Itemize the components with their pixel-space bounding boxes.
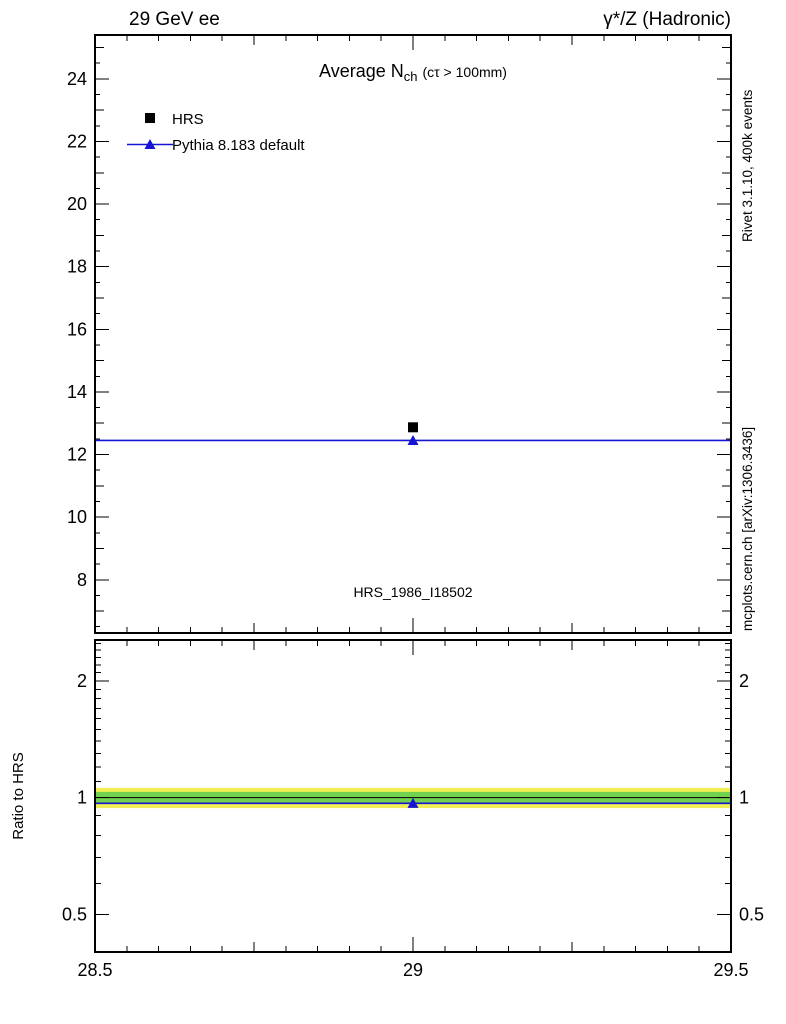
legend-pythia-marker (144, 139, 156, 149)
main-ytick-label: 14 (67, 382, 87, 402)
credit-rivet: Rivet 3.1.10, 400k events (740, 89, 755, 242)
credit-mcplots: mcplots.cern.ch [arXiv:1306.3436] (740, 427, 755, 631)
plot-title: Average Nch (cτ > 100mm) (319, 61, 507, 84)
xtick-label: 29.5 (713, 960, 748, 980)
header-left: 29 GeV ee (129, 9, 220, 30)
plot-title-prefix: Average N (319, 61, 404, 81)
watermark: HRS_1986_I18502 (353, 584, 472, 600)
ratio-ytick-label-left: 1 (77, 788, 87, 808)
xtick-label: 29 (403, 960, 423, 980)
ratio-ytick-label-left: 2 (77, 671, 87, 691)
hrs-data-marker (408, 422, 418, 433)
ratio-ytick-label-right: 1 (739, 788, 749, 808)
legend-hrs-marker (145, 113, 155, 123)
main-ytick-label: 10 (67, 507, 87, 527)
plot-title-suffix: (cτ > 100mm) (422, 64, 507, 80)
plot-title-sub: ch (404, 69, 418, 84)
ratio-panel-frame (94, 639, 732, 953)
main-ytick-label: 18 (67, 257, 87, 277)
pythia-marker (407, 434, 419, 445)
ratio-ytick-label-right: 2 (739, 671, 749, 691)
legend-hrs-label: HRS (172, 111, 204, 128)
main-panel-frame (94, 34, 732, 634)
main-ytick-label: 8 (77, 570, 87, 590)
main-ytick-label: 20 (67, 194, 87, 214)
ratio-axis-title: Ratio to HRS (10, 752, 27, 840)
ratio-ytick-label-right: 0.5 (739, 904, 764, 924)
ratio-mc-marker (407, 797, 419, 808)
main-ytick-label: 22 (67, 131, 87, 151)
ratio-ytick-label-left: 0.5 (62, 904, 87, 924)
main-ytick-label: 24 (67, 69, 87, 89)
main-ytick-label: 12 (67, 445, 87, 465)
xtick-label: 28.5 (77, 960, 112, 980)
header-right: γ*/Z (Hadronic) (603, 9, 731, 30)
legend-pythia-label: Pythia 8.183 default (172, 137, 305, 154)
main-ytick-label: 16 (67, 319, 87, 339)
